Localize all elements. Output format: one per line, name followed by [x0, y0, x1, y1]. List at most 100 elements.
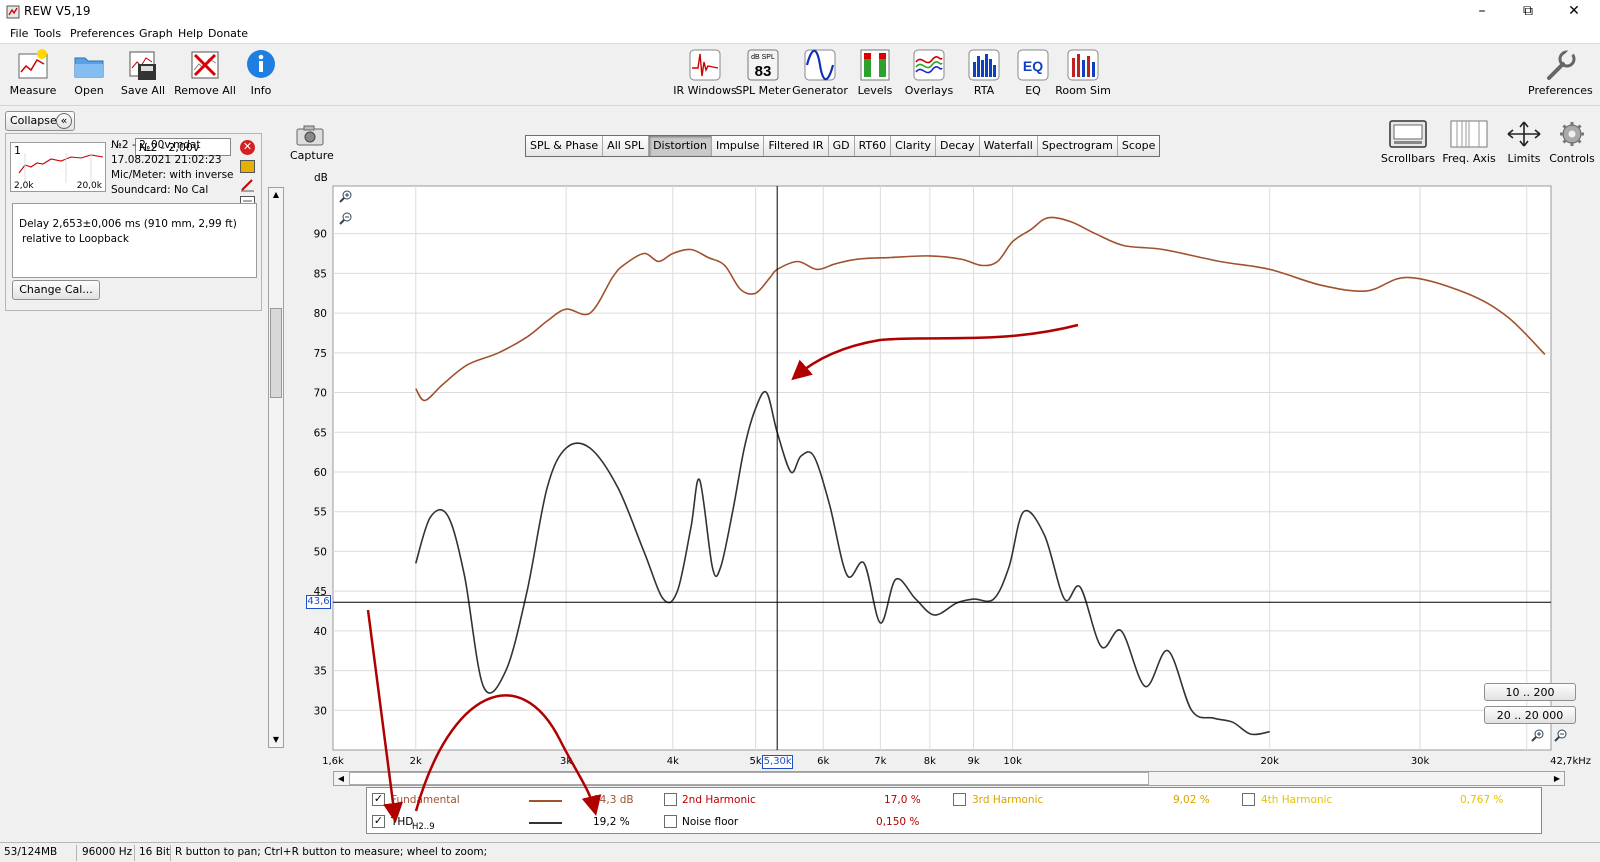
controls-button[interactable]: Controls [1542, 120, 1600, 165]
measurement-panel: ✕ 1 2,0k 20,0k №2 - 2_00v.mdat 17.08.202… [5, 133, 262, 311]
cursor-x-readout: 5,30k [762, 755, 794, 769]
status-separator [76, 845, 77, 861]
menu-file[interactable]: File [10, 27, 29, 40]
minimize-button[interactable]: – [1478, 3, 1486, 19]
range-10-200-button[interactable]: 10 .. 200 [1484, 683, 1576, 701]
preferences-button[interactable]: Preferences [1528, 48, 1593, 104]
pen-icon[interactable] [240, 178, 255, 192]
zoom-out-icon[interactable] [339, 212, 353, 226]
collapse-button[interactable]: Collapse « [5, 111, 75, 131]
zoom-in-icon[interactable] [339, 190, 353, 204]
noise-floor-checkbox[interactable] [664, 815, 677, 828]
thumbnail-min-freq: 2,0k [14, 181, 34, 191]
fundamental-checkbox[interactable]: ✓ [372, 792, 385, 806]
menu-tools[interactable]: Tools [34, 27, 62, 40]
x-zoom-in-icon[interactable] [1531, 729, 1545, 743]
spl-meter-icon: dB SPL 83 [747, 49, 779, 81]
scrollbars-button[interactable]: Scrollbars [1378, 120, 1438, 165]
x-tick-label: 1,6k [322, 756, 344, 767]
scroll-up-arrow[interactable]: ▲ [272, 190, 280, 199]
measurement-card[interactable]: 1 2,0k 20,0k [10, 142, 106, 192]
info-button[interactable]: Info [228, 48, 294, 104]
hscroll-thumb[interactable] [349, 772, 1149, 785]
menu-help[interactable]: Help [178, 27, 204, 40]
sample-rate-status: 96000 Hz [82, 846, 133, 858]
menu-preferences[interactable]: Preferences [70, 27, 135, 40]
measurements-scrollbar[interactable]: ▲ ▼ [268, 187, 284, 748]
menu-bar: File Tools Preferences Graph Help Donate [0, 24, 1600, 44]
3rd-harmonic-value: 9,02 % [1173, 794, 1210, 806]
thd-checkbox[interactable]: ✓ [372, 814, 385, 828]
y-tick-label: 40 [314, 626, 327, 638]
close-window-button[interactable]: ✕ [1568, 3, 1580, 19]
memory-status: 53/124MB [4, 846, 58, 858]
hint-status: R button to pan; Ctrl+R button to measur… [175, 846, 488, 858]
camera-icon [296, 125, 324, 146]
eq-button[interactable]: EQ EQ [1000, 48, 1066, 104]
tab-waterfall[interactable]: Waterfall [979, 136, 1038, 156]
x-zoom-out-icon[interactable] [1554, 729, 1568, 743]
thd-value: 19,2 % [593, 816, 630, 828]
tab-scope[interactable]: Scope [1117, 136, 1160, 156]
menu-donate[interactable]: Donate [208, 27, 248, 40]
tab-distortion[interactable]: Distortion [649, 136, 712, 156]
4th-harmonic-checkbox[interactable] [1242, 793, 1255, 806]
limits-button[interactable]: Limits [1494, 120, 1554, 165]
generator-icon [804, 49, 836, 81]
tab-gd[interactable]: GD [828, 136, 855, 156]
scroll-thumb[interactable] [270, 308, 282, 398]
y-unit-label: dB [314, 172, 328, 184]
x-tick-label: 30k [1411, 756, 1430, 767]
2nd-harmonic-checkbox[interactable] [664, 793, 677, 806]
change-cal-button[interactable]: Change Cal... [12, 280, 100, 300]
open-folder-icon [74, 57, 104, 78]
overlays-button[interactable]: Overlays [896, 48, 962, 104]
tab-all-spl[interactable]: All SPL [603, 136, 650, 156]
title-bar: REW V5,19 – ⧉ ✕ [0, 0, 1600, 24]
menu-graph[interactable]: Graph [139, 27, 173, 40]
graph-horizontal-scrollbar[interactable]: ◀ ▶ [333, 771, 1565, 786]
svg-text:EQ: EQ [1023, 58, 1043, 74]
delete-measurement-icon[interactable]: ✕ [240, 140, 255, 155]
2nd-harmonic-label: 2nd Harmonic [682, 794, 756, 806]
room-sim-button[interactable]: Room Sim [1050, 48, 1116, 104]
x-tick-label: 9k [967, 756, 979, 767]
thd-swatch [529, 822, 562, 824]
measurement-name-field[interactable] [135, 138, 231, 156]
remove-all-button[interactable]: Remove All [172, 48, 238, 104]
svg-text:dB SPL: dB SPL [751, 54, 775, 61]
tab-rt60[interactable]: RT60 [854, 136, 892, 156]
tab-decay[interactable]: Decay [936, 136, 980, 156]
maximize-button[interactable]: ⧉ [1523, 3, 1533, 19]
save-all-button[interactable]: Save All [110, 48, 176, 104]
capture-button[interactable]: Capture [290, 124, 334, 162]
range-20-20000-button[interactable]: 20 .. 20 000 [1484, 706, 1576, 724]
open-button[interactable]: Open [56, 48, 122, 104]
tab-spectrogram[interactable]: Spectrogram [1037, 136, 1118, 156]
tab-impulse[interactable]: Impulse [711, 136, 765, 156]
rta-button[interactable]: RTA [951, 48, 1017, 104]
2nd-harmonic-value: 17,0 % [884, 794, 921, 806]
tab-spl-phase[interactable]: SPL & Phase [526, 136, 604, 156]
spl-meter-button[interactable]: dB SPL 83 SPL Meter [730, 48, 796, 104]
measurement-mic: Mic/Meter: with inverse C [111, 169, 236, 181]
levels-button[interactable]: Levels [842, 48, 908, 104]
x-tick-label: 3k [560, 756, 572, 767]
3rd-harmonic-checkbox[interactable] [953, 793, 966, 806]
measure-button[interactable]: Measure [0, 48, 66, 104]
generator-button[interactable]: Generator [787, 48, 853, 104]
hscroll-left-arrow[interactable]: ◀ [337, 774, 345, 783]
x-tick-label: 5k [750, 756, 762, 767]
ir-windows-button[interactable]: IR Windows [672, 48, 738, 104]
wrench-icon [1547, 49, 1576, 80]
freq-axis-button[interactable]: Freq. Axis [1439, 120, 1499, 165]
room-sim-icon [1067, 49, 1099, 81]
y-tick-label: 75 [314, 348, 327, 360]
tab-filtered-ir[interactable]: Filtered IR [764, 136, 829, 156]
scroll-down-arrow[interactable]: ▼ [272, 735, 280, 744]
tab-clarity[interactable]: Clarity [891, 136, 937, 156]
hscroll-right-arrow[interactable]: ▶ [1553, 774, 1561, 783]
y-tick-label: 70 [314, 388, 327, 400]
edit-measurement-icon[interactable] [240, 160, 255, 173]
